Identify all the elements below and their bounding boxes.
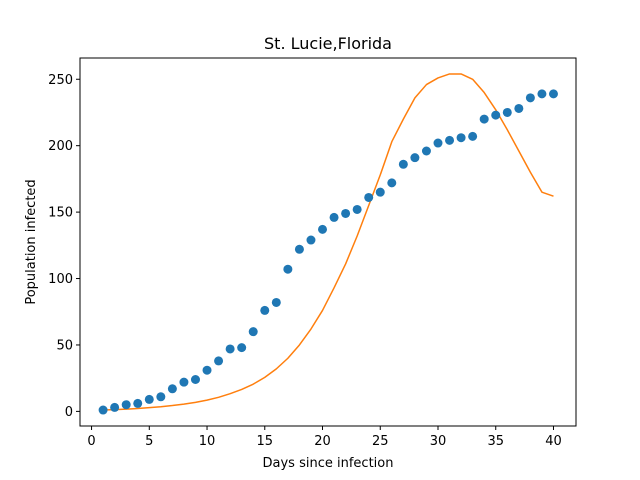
- x-axis-title: Days since infection: [263, 456, 394, 471]
- data-point: [271, 297, 281, 307]
- fit-line: [103, 73, 554, 411]
- data-point: [237, 343, 247, 353]
- data-point: [156, 392, 166, 402]
- data-point: [398, 159, 408, 169]
- plot-area: [80, 58, 576, 426]
- y-tick-label: 100: [48, 272, 73, 287]
- data-point: [491, 110, 501, 120]
- data-point: [548, 89, 558, 99]
- x-tick-label: 40: [545, 434, 562, 449]
- y-axis-title: Population infected: [24, 179, 39, 304]
- y-tick-label: 50: [56, 338, 73, 353]
- data-point: [144, 394, 154, 404]
- data-point: [445, 135, 455, 145]
- x-tick-label: 20: [314, 434, 331, 449]
- data-point: [306, 235, 316, 245]
- data-point: [410, 153, 420, 163]
- y-tick-label: 250: [48, 73, 73, 88]
- data-point: [456, 133, 466, 143]
- axes-layer: 0 5 10 15 20 25 30 35 40 0 50 100 150 200 250: [48, 57, 577, 449]
- x-tick-label: 5: [145, 434, 153, 449]
- data-point: [341, 208, 351, 218]
- data-point: [375, 187, 385, 197]
- scatter-points-layer: [98, 89, 558, 415]
- data-point: [202, 365, 212, 375]
- data-point: [387, 178, 397, 188]
- data-point: [167, 384, 177, 394]
- data-point: [214, 356, 224, 366]
- plot-background: [80, 58, 576, 426]
- data-point: [110, 402, 120, 412]
- data-point: [260, 305, 270, 315]
- data-point: [421, 146, 431, 156]
- y-tick-label: 200: [48, 139, 73, 154]
- data-point: [352, 204, 362, 214]
- x-tick-label: 25: [372, 434, 389, 449]
- data-point: [479, 114, 489, 124]
- data-point: [502, 107, 512, 117]
- y-tick-label: 150: [48, 206, 73, 221]
- x-tick-label: 15: [256, 434, 273, 449]
- fit-line-layer: [103, 73, 554, 411]
- data-point: [121, 400, 131, 410]
- y-tick-label: 0: [65, 405, 73, 420]
- data-point: [525, 93, 535, 103]
- x-tick-label: 30: [430, 434, 447, 449]
- x-tick-label: 10: [199, 434, 216, 449]
- data-point: [318, 224, 328, 234]
- data-point: [433, 138, 443, 148]
- x-tick-label: 35: [487, 434, 504, 449]
- chart-title: St. Lucie,Florida: [264, 34, 392, 53]
- data-point: [537, 89, 547, 99]
- axes-frame: [79, 57, 577, 427]
- data-point: [190, 375, 200, 384]
- data-point: [133, 398, 143, 408]
- data-point: [283, 264, 293, 274]
- data-point: [468, 131, 478, 141]
- data-point: [98, 405, 108, 415]
- data-point: [329, 212, 339, 222]
- data-point: [514, 103, 524, 113]
- data-point: [294, 244, 304, 254]
- data-point: [225, 344, 235, 354]
- x-tick-label: 0: [87, 434, 95, 449]
- data-point: [248, 327, 258, 337]
- data-point: [364, 192, 374, 202]
- data-point: [179, 377, 189, 387]
